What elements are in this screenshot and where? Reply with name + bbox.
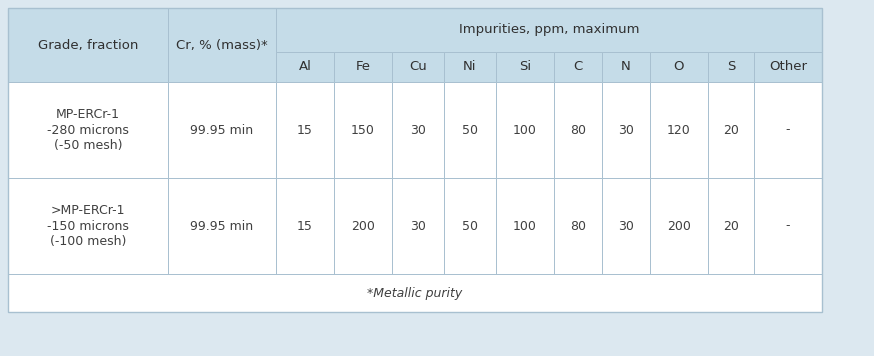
Bar (392, 52, 444, 82)
Bar (496, 82, 554, 178)
Text: 150: 150 (351, 124, 375, 136)
Text: Fe: Fe (356, 61, 371, 73)
Bar (444, 178, 496, 274)
Text: Si: Si (519, 61, 531, 73)
Text: 50: 50 (462, 220, 478, 232)
Bar (650, 82, 708, 178)
Text: Ni: Ni (463, 61, 476, 73)
Bar (754, 82, 822, 178)
Bar (496, 52, 554, 82)
Text: 30: 30 (618, 220, 634, 232)
Bar (334, 178, 392, 274)
Bar (602, 178, 650, 274)
Text: Al: Al (299, 61, 311, 73)
Text: 30: 30 (618, 124, 634, 136)
Text: 200: 200 (667, 220, 691, 232)
Bar (8, 274, 822, 312)
Text: 99.95 min: 99.95 min (191, 124, 253, 136)
Text: 15: 15 (297, 220, 313, 232)
Bar (496, 178, 554, 274)
Bar (8, 8, 822, 312)
Text: Other: Other (769, 61, 807, 73)
Text: -: - (786, 124, 790, 136)
Bar (276, 82, 334, 178)
Bar (392, 178, 444, 274)
Bar (168, 8, 276, 82)
Text: O: O (674, 61, 684, 73)
Text: 20: 20 (723, 124, 739, 136)
Text: 200: 200 (351, 220, 375, 232)
Text: 100: 100 (513, 124, 537, 136)
Text: 30: 30 (410, 124, 426, 136)
Bar (8, 178, 168, 274)
Bar (554, 52, 602, 82)
Text: Grade, fraction: Grade, fraction (38, 38, 138, 52)
Text: C: C (573, 61, 583, 73)
Bar (554, 82, 602, 178)
Bar (334, 82, 392, 178)
Bar (754, 52, 822, 82)
Text: Cr, % (mass)*: Cr, % (mass)* (177, 38, 267, 52)
Text: >MP-ERCr-1
-150 microns
(-100 mesh): >MP-ERCr-1 -150 microns (-100 mesh) (47, 204, 129, 247)
Text: -: - (786, 220, 790, 232)
Text: 15: 15 (297, 124, 313, 136)
Text: 20: 20 (723, 220, 739, 232)
Bar (392, 82, 444, 178)
Bar (276, 8, 822, 52)
Bar (708, 52, 754, 82)
Bar (554, 178, 602, 274)
Bar (276, 52, 334, 82)
Bar (168, 82, 276, 178)
Bar (650, 178, 708, 274)
Text: S: S (727, 61, 735, 73)
Text: 50: 50 (462, 124, 478, 136)
Text: 99.95 min: 99.95 min (191, 220, 253, 232)
Text: 80: 80 (570, 124, 586, 136)
Text: *Metallic purity: *Metallic purity (367, 287, 462, 299)
Bar (602, 82, 650, 178)
Text: 80: 80 (570, 220, 586, 232)
Bar (444, 52, 496, 82)
Bar (276, 178, 334, 274)
Bar (708, 178, 754, 274)
Text: MP-ERCr-1
-280 microns
(-50 mesh): MP-ERCr-1 -280 microns (-50 mesh) (47, 109, 129, 152)
Text: Impurities, ppm, maximum: Impurities, ppm, maximum (459, 23, 639, 37)
Bar (444, 82, 496, 178)
Bar (602, 52, 650, 82)
Text: 120: 120 (667, 124, 690, 136)
Bar (708, 82, 754, 178)
Bar (754, 178, 822, 274)
Bar (334, 52, 392, 82)
Text: N: N (621, 61, 631, 73)
Bar (8, 82, 168, 178)
Text: 100: 100 (513, 220, 537, 232)
Bar (8, 8, 168, 82)
Text: Cu: Cu (409, 61, 427, 73)
Text: 30: 30 (410, 220, 426, 232)
Bar (650, 52, 708, 82)
Bar (168, 178, 276, 274)
